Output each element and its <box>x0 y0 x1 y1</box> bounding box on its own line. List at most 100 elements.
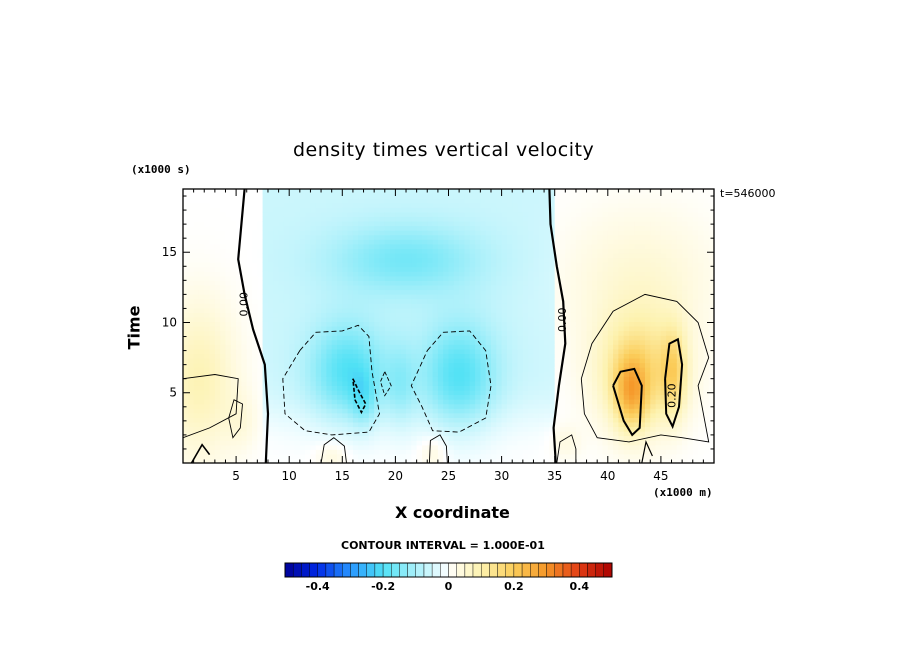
field-cell <box>432 399 439 405</box>
field-cell <box>379 221 386 227</box>
field-cell <box>464 440 471 446</box>
field-cell <box>443 344 450 350</box>
field-cell <box>246 275 253 281</box>
field-cell <box>591 367 598 373</box>
field-cell <box>230 198 237 204</box>
field-cell <box>512 417 519 423</box>
field-cell <box>517 440 524 446</box>
field-cell <box>384 298 391 304</box>
field-cell <box>602 412 609 418</box>
field-cell <box>485 289 492 295</box>
field-cell <box>464 294 471 300</box>
field-cell <box>252 440 258 446</box>
field-cell <box>570 385 577 391</box>
field-cell <box>225 444 232 450</box>
field-cell <box>554 408 561 414</box>
field-cell <box>236 348 243 354</box>
field-cell <box>337 271 343 277</box>
field-cell <box>214 211 221 217</box>
field-cell <box>342 207 349 213</box>
field-cell <box>241 376 248 382</box>
field-cell <box>538 426 545 432</box>
field-cell <box>506 403 513 409</box>
field-cell <box>209 426 216 432</box>
field-cell <box>459 435 466 441</box>
field-cell <box>496 330 503 336</box>
field-cell <box>575 284 582 291</box>
field-cell <box>368 271 375 277</box>
field-cell <box>193 234 200 240</box>
field-cell <box>549 453 556 460</box>
field-cell <box>613 444 620 450</box>
field-cell <box>480 408 487 414</box>
field-cell <box>607 444 614 450</box>
field-cell <box>506 458 513 463</box>
field-cell <box>485 412 492 418</box>
field-cell <box>347 321 354 327</box>
field-cell <box>193 307 200 313</box>
field-cell <box>204 444 211 450</box>
field-cell <box>607 403 614 409</box>
field-cell <box>337 239 343 245</box>
field-cell <box>352 389 359 396</box>
field-cell <box>289 367 296 373</box>
field-cell <box>252 412 258 418</box>
field-cell <box>565 426 572 432</box>
field-cell <box>236 371 243 377</box>
field-cell <box>432 189 439 195</box>
field-cell <box>315 321 322 327</box>
field-cell <box>337 257 343 263</box>
field-cell <box>485 408 492 414</box>
field-cell <box>183 335 189 341</box>
field-cell <box>395 421 402 428</box>
field-cell <box>437 193 444 199</box>
field-cell <box>591 362 598 368</box>
field-cell <box>374 307 381 313</box>
field-cell <box>485 335 492 341</box>
field-cell <box>262 271 269 277</box>
field-cell <box>368 252 375 259</box>
field-cell <box>506 367 513 373</box>
field-cell <box>246 367 253 373</box>
field-cell <box>241 403 248 409</box>
field-cell <box>432 193 439 199</box>
field-cell <box>321 339 328 345</box>
field-cell <box>374 202 381 208</box>
field-cell <box>570 431 577 437</box>
field-cell <box>220 307 227 313</box>
field-cell <box>384 431 391 437</box>
field-cell <box>549 243 556 249</box>
field-cell <box>607 198 614 204</box>
field-cell <box>570 394 577 400</box>
field-cell <box>395 262 402 268</box>
field-cell <box>443 271 450 277</box>
field-cell <box>469 275 476 281</box>
field-cell <box>193 312 200 318</box>
field-cell <box>538 234 545 240</box>
field-cell <box>485 330 492 336</box>
field-cell <box>310 389 317 396</box>
field-cell <box>586 303 593 309</box>
field-cell <box>469 230 476 236</box>
field-cell <box>321 239 328 245</box>
field-cell <box>496 303 503 309</box>
field-cell <box>491 408 497 414</box>
field-cell <box>538 189 545 195</box>
field-cell <box>597 339 604 345</box>
field-cell <box>565 230 572 236</box>
field-cell <box>464 326 471 332</box>
field-cell <box>549 440 556 446</box>
field-cell <box>522 371 529 377</box>
field-cell <box>501 211 508 217</box>
field-cell <box>241 252 248 259</box>
field-cell <box>475 298 482 304</box>
field-cell <box>613 426 620 432</box>
field-cell <box>512 243 519 249</box>
field-cell <box>528 225 535 231</box>
field-cell <box>411 257 418 263</box>
field-cell <box>581 221 588 227</box>
field-cell <box>252 289 258 295</box>
field-cell <box>225 230 232 236</box>
field-cell <box>379 330 386 336</box>
field-cell <box>294 211 301 217</box>
